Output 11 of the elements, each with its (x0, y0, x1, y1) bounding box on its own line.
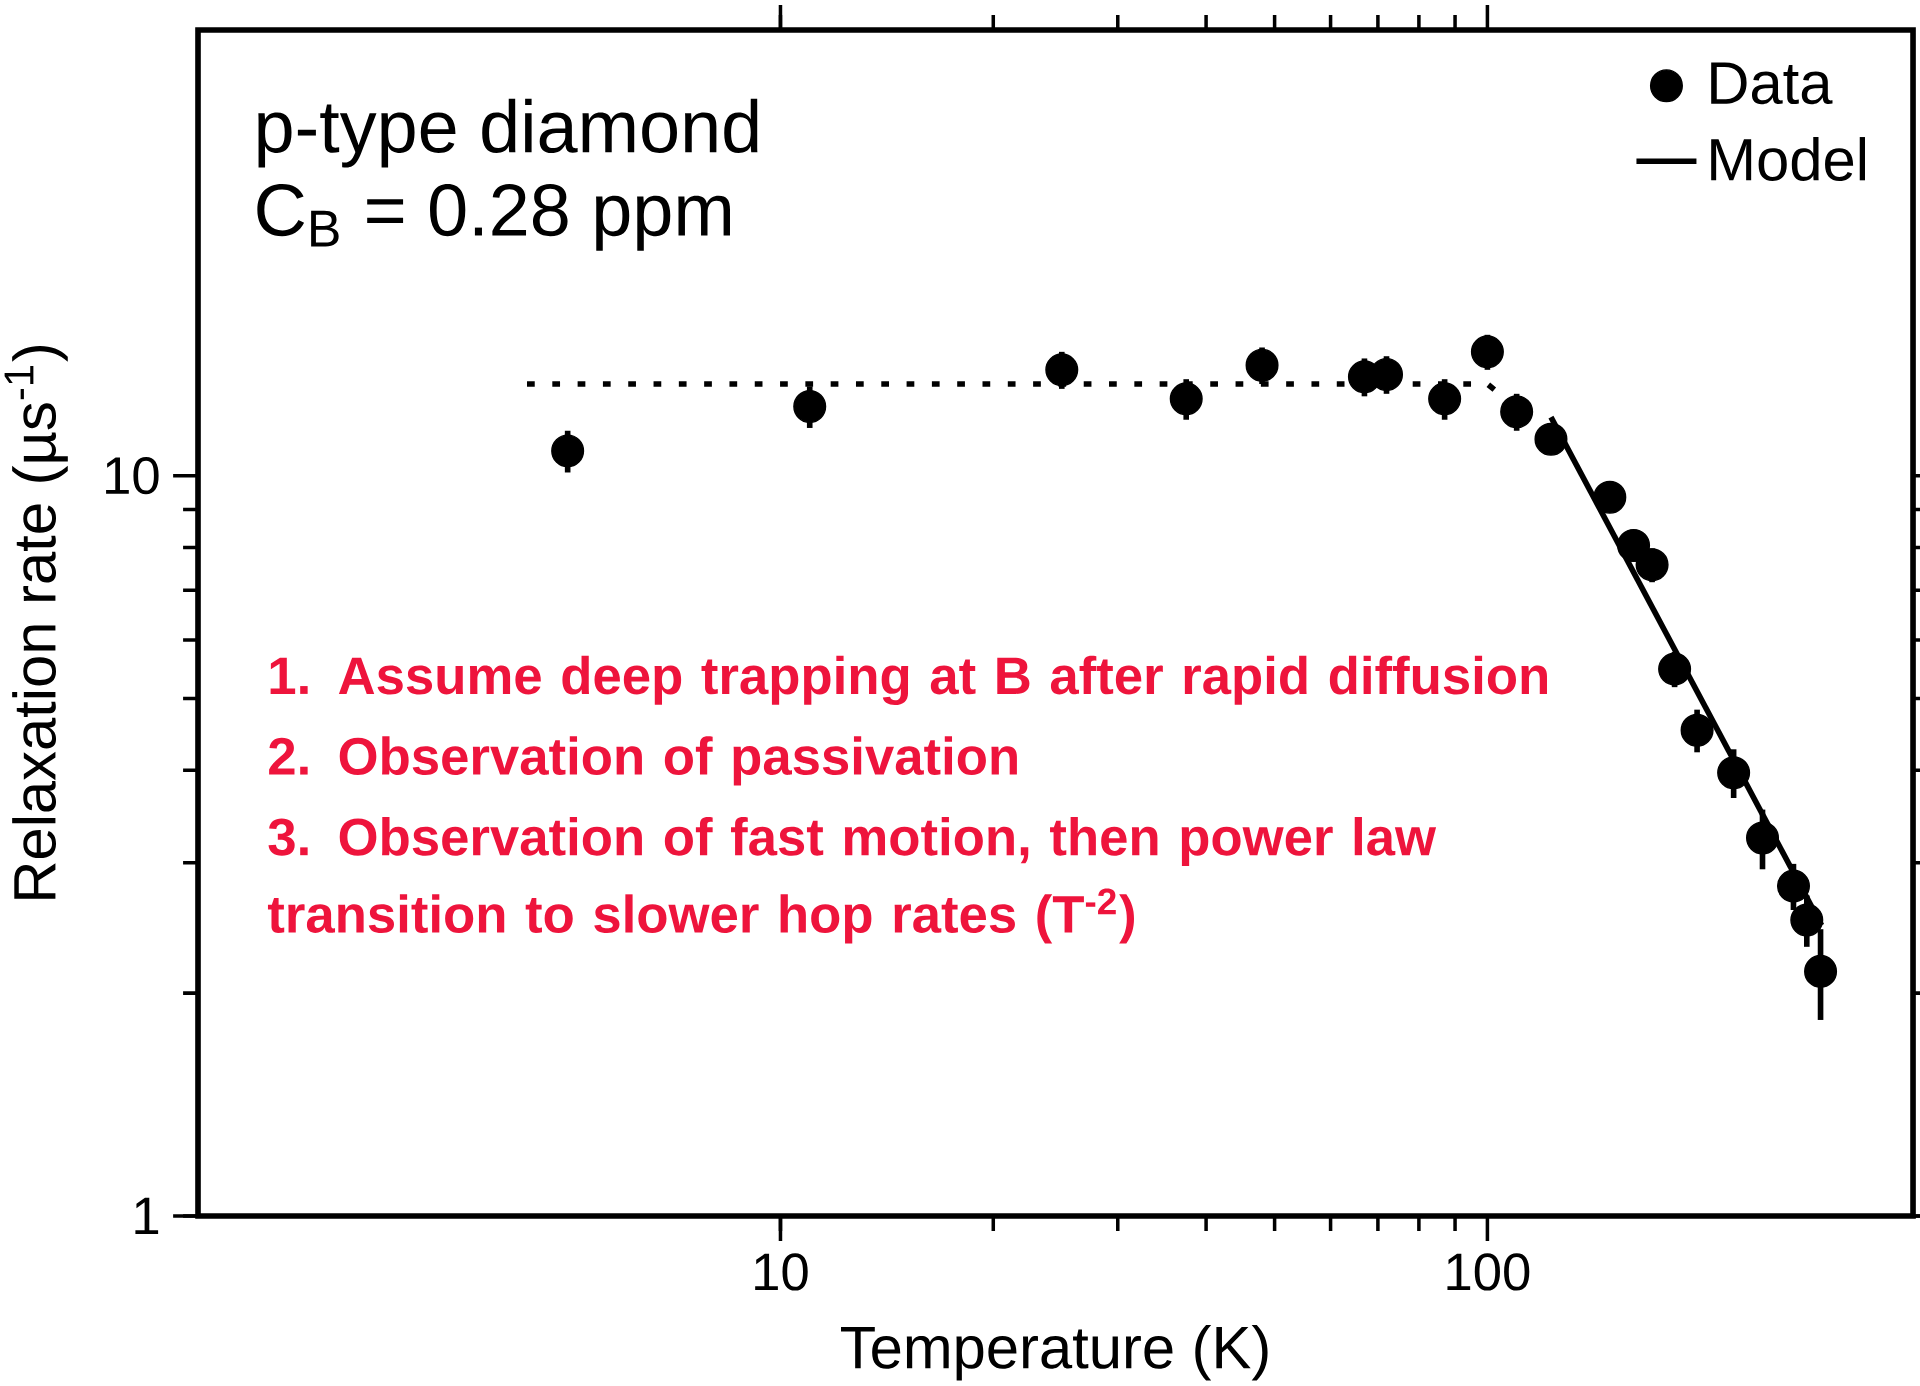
legend-label: Data (1711, 62, 1833, 105)
annotation: 3. Observation of fast motion, then power law transition to slower hop rates (T$^{-2}$) (267, 817, 1437, 944)
y-tick-label: 1 (135, 1197, 159, 1235)
y-axis-title: Relaxation rate (µs$^{-1}$) (4, 345, 68, 899)
legend-label: Model (1711, 137, 1865, 181)
annotation: 2. Observation of passivation (269, 736, 1017, 786)
x-tick-label: 100 (1447, 1253, 1530, 1291)
annotation: C$_{B}$ = 0.28 ppm (257, 183, 730, 251)
annotation: p-type diamond (258, 98, 758, 168)
x-axis-title: Temperature (K) (841, 1324, 1268, 1381)
annotation: 1. Assume deep trapping at B after rapid diffusion (270, 655, 1547, 706)
